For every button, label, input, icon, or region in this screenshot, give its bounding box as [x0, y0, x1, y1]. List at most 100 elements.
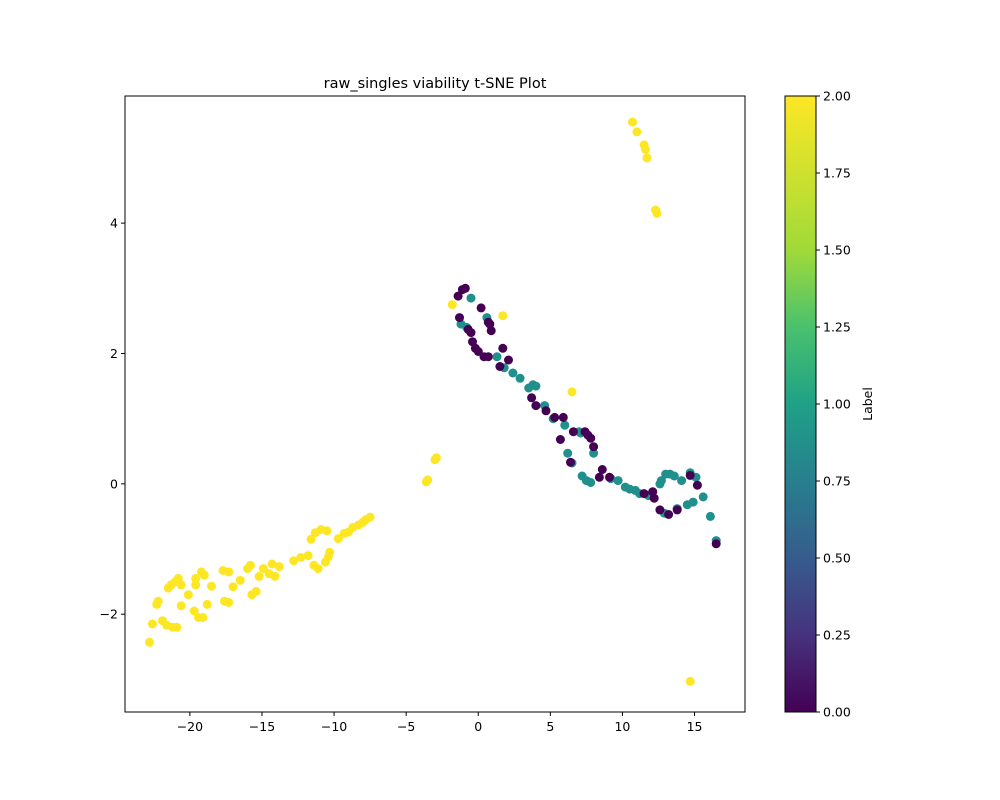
scatter-point	[460, 283, 470, 293]
chart-title: raw_singles viability t-SNE Plot	[324, 76, 547, 92]
scatter-point	[652, 208, 662, 218]
scatter-point	[649, 493, 659, 503]
x-tick-label: 10	[614, 719, 630, 734]
colorbar-tick-label: 0.00	[823, 705, 851, 720]
scatter-point	[147, 619, 157, 629]
scatter-point	[198, 613, 208, 622]
scatter-point	[176, 601, 186, 611]
scatter-point	[453, 291, 463, 301]
x-axis-ticks: −20 −15 −10 −5 0 5 10 15	[177, 712, 703, 734]
x-tick-label: 5	[546, 719, 554, 734]
scatter-point	[322, 526, 332, 536]
scatter-point	[597, 465, 607, 474]
scatter-point	[267, 559, 277, 569]
colorbar-tick-label: 2.00	[823, 89, 851, 104]
scatter-point	[423, 475, 433, 485]
scatter-point	[145, 637, 154, 647]
scatter-point	[289, 556, 299, 566]
scatter-point	[672, 505, 682, 515]
colorbar-tick-label: 0.50	[823, 551, 851, 566]
x-tick-label: 15	[687, 719, 703, 734]
colorbar-tick-label: 1.50	[823, 243, 851, 258]
scatter-point	[541, 406, 551, 416]
scatter-point	[447, 300, 457, 310]
scatter-point	[431, 453, 441, 463]
x-tick-label: −15	[249, 719, 275, 734]
scatter-point	[685, 676, 695, 686]
colorbar-tick-label: 1.25	[823, 320, 851, 335]
scatter-point	[224, 598, 234, 607]
scatter-point	[711, 539, 721, 549]
scatter-point	[669, 471, 679, 481]
scatter-point	[688, 497, 698, 507]
scatter-point	[655, 505, 665, 515]
scatter-point	[325, 547, 335, 557]
scatter-point	[296, 553, 306, 562]
scatter-point	[685, 470, 695, 480]
scatter-point	[698, 492, 708, 502]
colorbar-tick-label: 1.00	[823, 397, 851, 412]
scatter-point	[207, 581, 216, 591]
scatter-point	[531, 381, 541, 391]
scatter-point	[483, 352, 493, 362]
scatter-point	[251, 586, 261, 596]
scatter-point	[254, 571, 264, 581]
scatter-point	[594, 472, 604, 482]
scatter-point	[224, 567, 234, 577]
scatter-point	[558, 412, 568, 422]
colorbar	[784, 95, 817, 713]
x-tick-label: 0	[474, 719, 482, 734]
scatter-point	[515, 373, 525, 383]
scatter-point	[527, 393, 537, 403]
scatter-point	[605, 472, 614, 482]
scatter-point	[504, 355, 513, 365]
scatter-point	[568, 427, 578, 437]
scatter-point	[656, 476, 666, 486]
scatter-point	[560, 420, 570, 430]
scatter-point	[476, 303, 486, 313]
scatter-point	[586, 478, 596, 487]
scatter-point	[202, 599, 212, 609]
scatter-point	[632, 127, 642, 137]
scatter-point	[641, 145, 650, 154]
y-tick-label: 4	[110, 216, 118, 231]
points-layer	[145, 117, 721, 686]
colorbar-tick-label: 0.25	[823, 628, 851, 643]
scatter-point	[508, 368, 518, 378]
scatter-point	[245, 560, 255, 570]
scatter-point	[153, 596, 163, 606]
scatter-point	[473, 347, 483, 356]
scatter-point	[613, 476, 623, 486]
scatter-point	[664, 510, 674, 519]
scatter-point	[455, 313, 464, 323]
scatter-point	[172, 622, 182, 632]
scatter-point	[677, 476, 687, 486]
scatter-point	[642, 153, 652, 163]
colorbar-ticks: 0.00 0.25 0.50 0.75 1.00 1.25 1.50 1.75 2.00	[816, 89, 851, 720]
scatter-point	[555, 435, 565, 444]
scatter-point	[531, 401, 541, 411]
y-axis-ticks: −2 0 2 4	[100, 216, 125, 622]
scatter-point	[189, 606, 199, 616]
scatter-point	[183, 590, 193, 600]
y-tick-label: 2	[110, 346, 118, 361]
y-tick-label: −2	[100, 607, 118, 622]
scatter-point	[274, 562, 284, 572]
scatter-point	[176, 580, 186, 590]
scatter-point	[498, 311, 508, 321]
scatter-point	[639, 489, 649, 499]
scatter-point	[365, 512, 375, 522]
scatter-point	[303, 551, 313, 561]
scatter-point	[563, 448, 573, 458]
scatter-point	[466, 328, 476, 338]
y-tick-label: 0	[110, 476, 118, 491]
scatter-point	[258, 564, 268, 574]
colorbar-tick-label: 1.75	[823, 166, 851, 181]
scatter-point	[586, 433, 596, 443]
scatter-point	[492, 352, 502, 362]
scatter-point	[228, 582, 238, 592]
scatter-point	[628, 117, 637, 127]
scatter-point	[270, 571, 280, 581]
x-tick-label: −20	[177, 719, 203, 734]
scatter-point	[692, 480, 702, 490]
